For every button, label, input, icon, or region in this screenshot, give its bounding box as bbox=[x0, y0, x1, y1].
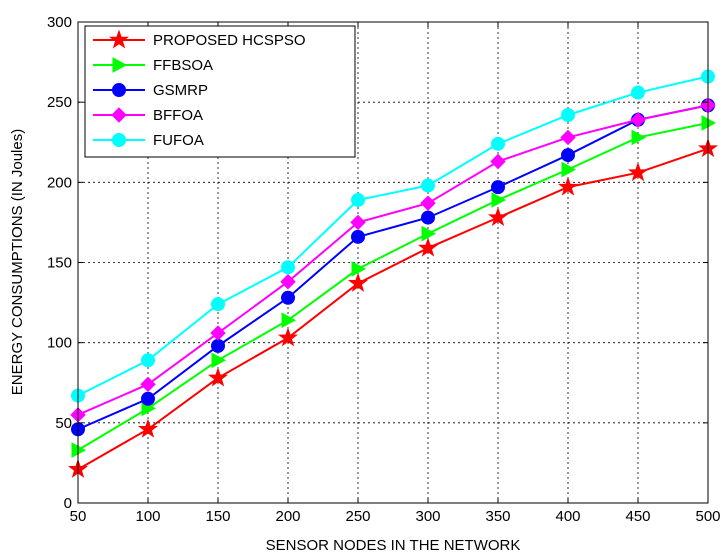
data-point bbox=[277, 327, 299, 347]
legend-box bbox=[84, 25, 356, 158]
x-tick-label: 50 bbox=[70, 508, 87, 525]
legend-item: FUFOA bbox=[93, 132, 204, 149]
legend-item: PROPOSED HCSPSO bbox=[93, 29, 306, 49]
data-point bbox=[491, 180, 505, 195]
x-axis-label: SENSOR NODES IN THE NETWORK bbox=[266, 537, 521, 554]
series-line bbox=[77, 104, 709, 416]
data-point bbox=[211, 352, 227, 369]
data-point bbox=[211, 297, 225, 312]
y-tick-label: 100 bbox=[47, 335, 72, 352]
y-axis-label: ENERGY CONSUMPTIONS (IN Joules) bbox=[9, 129, 26, 395]
data-point bbox=[560, 129, 576, 146]
legend-label: PROPOSED HCSPSO bbox=[153, 32, 306, 49]
x-tick-label: 500 bbox=[695, 508, 720, 525]
data-point bbox=[137, 418, 159, 438]
series-line bbox=[77, 122, 709, 451]
data-point bbox=[207, 367, 229, 387]
x-tick-label: 250 bbox=[345, 508, 370, 525]
x-tick-label: 200 bbox=[275, 508, 300, 525]
x-tick-label: 300 bbox=[415, 508, 440, 525]
data-point bbox=[347, 272, 369, 292]
legend-item: BFFOA bbox=[93, 107, 203, 124]
data-point bbox=[491, 192, 507, 208]
series-line bbox=[77, 75, 709, 397]
data-point bbox=[421, 178, 435, 193]
legend-marker bbox=[112, 83, 126, 97]
data-point bbox=[627, 162, 649, 182]
y-tick-label: 250 bbox=[47, 94, 72, 111]
x-tick-label: 400 bbox=[555, 508, 580, 525]
data-point bbox=[281, 260, 295, 275]
data-point bbox=[631, 129, 647, 146]
data-point bbox=[350, 214, 366, 231]
data-point bbox=[630, 112, 646, 128]
data-point bbox=[491, 136, 505, 151]
legend-marker bbox=[111, 107, 127, 123]
data-point bbox=[351, 192, 365, 207]
legend-item: FFBSOA bbox=[93, 57, 213, 74]
legend-label: BFFOA bbox=[153, 107, 203, 124]
series-1 bbox=[67, 138, 719, 478]
y-tick-label: 200 bbox=[47, 174, 72, 191]
data-point bbox=[557, 176, 579, 196]
data-point bbox=[561, 107, 575, 122]
y-tick-label: 0 bbox=[64, 495, 72, 512]
data-point bbox=[490, 153, 506, 170]
data-point bbox=[141, 391, 155, 406]
data-point bbox=[210, 325, 226, 341]
data-point bbox=[487, 207, 509, 227]
legend-label: GSMRP bbox=[153, 82, 208, 99]
data-point bbox=[351, 261, 367, 277]
legend: PROPOSED HCSPSO FFBSOA GSMRP BFFOA FUFOA bbox=[84, 25, 356, 158]
data-point bbox=[141, 353, 155, 368]
x-tick-label: 450 bbox=[625, 508, 650, 525]
data-point bbox=[561, 148, 575, 163]
legend-marker bbox=[108, 29, 130, 49]
y-tick-label: 150 bbox=[47, 255, 72, 272]
data-point bbox=[631, 85, 645, 100]
data-point bbox=[281, 290, 295, 305]
axis-ticks: 50 100 150 200 250 300 350 400 450 50005010015020… bbox=[47, 14, 721, 525]
y-tick-label: 300 bbox=[47, 14, 72, 31]
data-point bbox=[140, 376, 156, 393]
series-layer bbox=[67, 69, 719, 478]
data-point bbox=[280, 274, 296, 290]
data-point bbox=[281, 312, 297, 329]
y-tick-label: 50 bbox=[55, 415, 72, 432]
data-point bbox=[421, 210, 435, 225]
x-tick-label: 350 bbox=[485, 508, 510, 525]
x-tick-label: 100 bbox=[135, 508, 160, 525]
x-tick-label: 150 bbox=[205, 508, 230, 525]
series-2 bbox=[71, 115, 717, 458]
series-line bbox=[77, 147, 709, 471]
series-line bbox=[77, 104, 709, 431]
data-point bbox=[417, 237, 439, 257]
data-point bbox=[561, 161, 577, 178]
data-point bbox=[421, 225, 437, 242]
legend-item: GSMRP bbox=[93, 82, 208, 99]
legend-marker bbox=[112, 57, 128, 73]
data-point bbox=[420, 195, 436, 211]
data-point bbox=[351, 229, 365, 244]
legend-marker bbox=[112, 133, 126, 147]
legend-label: FUFOA bbox=[153, 132, 204, 149]
data-point bbox=[211, 338, 225, 353]
legend-label: FFBSOA bbox=[153, 57, 213, 74]
